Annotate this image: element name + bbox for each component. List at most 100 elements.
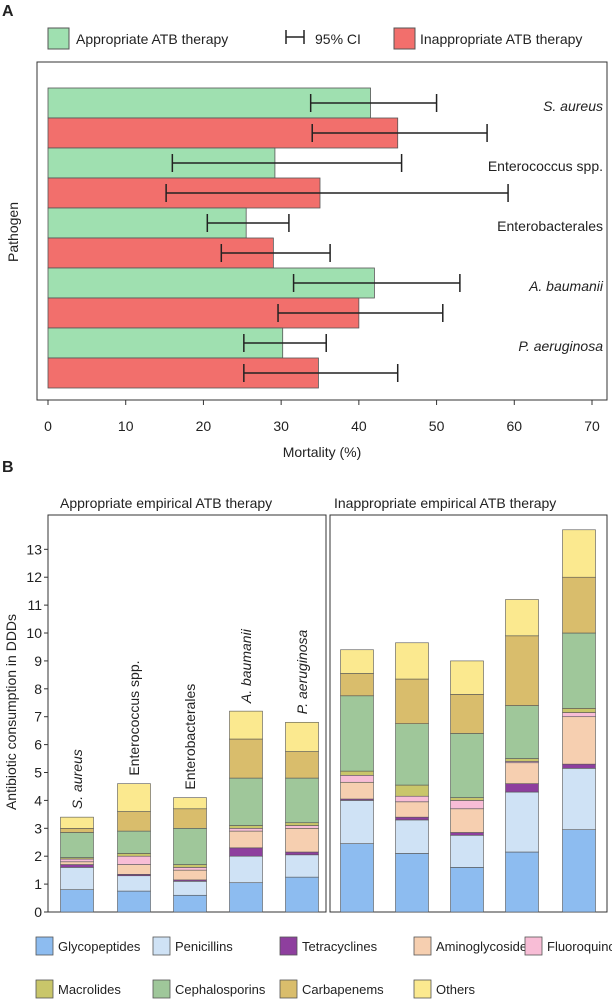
segment-inappropriate-s-aureus-aminoglycoside (340, 781, 374, 800)
bar-label-s-aureus: S. aureus (69, 749, 85, 809)
legend-swatch-carbapenems (279, 979, 298, 999)
legend-label-glycopeptides: Glycopeptides (58, 939, 141, 954)
y-tick-label-12: 12 (26, 569, 42, 585)
segment-inappropriate-p-aeruginosa-macrolides (562, 708, 596, 713)
legend-label-aminoglycoside: Aminoglycoside (436, 939, 527, 954)
y-tick-label-10: 10 (26, 625, 42, 641)
segment-inappropriate-enterococcus-spp-fluoroquinolones (395, 795, 429, 803)
category-label-s-aureus: S. aureus (543, 98, 603, 114)
segment-appropriate-enterococcus-spp-others (117, 783, 151, 812)
segment-inappropriate-enterococcus-spp-cephalosporins (395, 723, 429, 786)
category-label-p-aeruginosa: P. aeruginosa (518, 338, 603, 354)
legend-label-others: Others (436, 982, 476, 997)
legend-b: Glycopeptides Penicillins Tetracyclines Ami… (35, 936, 612, 999)
y-tick-label-8: 8 (34, 681, 42, 697)
segment-appropriate-p-aeruginosa-aminoglycoside (285, 828, 319, 853)
legend-label-penicillins: Penicillins (175, 939, 233, 954)
legend-swatch-inappropriate (393, 27, 416, 50)
segment-inappropriate-s-aureus-glycopeptides (340, 843, 374, 913)
segment-appropriate-enterobacterales-others (173, 797, 207, 810)
segment-appropriate-a-baumanii-tetracyclines (229, 847, 263, 857)
segment-appropriate-p-aeruginosa-cephalosporins (285, 777, 319, 824)
error-bar-inappropriate-p-aeruginosa (243, 364, 399, 382)
y-tick-label-9: 9 (34, 653, 42, 669)
category-label-enterococcus-spp: Enterococcus spp. (488, 158, 603, 174)
panel-label-a: A (2, 3, 14, 20)
segment-appropriate-a-baumanii-others (229, 710, 263, 740)
legend-a: Appropriate ATB therapy 95% CI Inappropr… (47, 27, 582, 50)
segment-appropriate-enterococcus-spp-fluoroquinolones (117, 855, 151, 865)
legend-swatch-others (413, 979, 432, 999)
segment-appropriate-enterococcus-spp-aminoglycoside (117, 864, 151, 875)
segment-inappropriate-enterobacterales-cephalosporins (450, 733, 484, 798)
y-tick-label-0: 0 (34, 904, 42, 920)
segment-appropriate-enterobacterales-fluoroquinolones (173, 867, 207, 871)
segment-appropriate-s-aureus-tetracyclines (60, 864, 94, 868)
segment-inappropriate-s-aureus-fluoroquinolones (340, 774, 374, 783)
legend-swatch-appropriate (47, 27, 70, 50)
segment-inappropriate-s-aureus-penicillins (340, 800, 374, 844)
bar-label-a-baumanii: A. baumanii (238, 628, 254, 704)
segment-inappropriate-s-aureus-macrolides (340, 770, 374, 776)
segment-appropriate-enterococcus-spp-macrolides (117, 853, 151, 857)
segment-appropriate-s-aureus-penicillins (60, 867, 94, 890)
plot-a: 0 10 20 30 40 50 60 70 S. aureus Enterococcus spp… (44, 87, 604, 434)
legend-label-macrolides: Macrolides (58, 982, 121, 997)
y-tick-label-1: 1 (34, 876, 42, 892)
segment-appropriate-enterobacterales-macrolides (173, 864, 207, 868)
legend-label-tetracyclines: Tetracyclines (302, 939, 378, 954)
segment-inappropriate-p-aeruginosa-tetracyclines (562, 763, 596, 769)
segment-appropriate-enterobacterales-glycopeptides (173, 894, 207, 913)
segment-appropriate-s-aureus-others (60, 816, 94, 829)
segment-appropriate-enterococcus-spp-cephalosporins (117, 830, 151, 854)
segment-inappropriate-enterobacterales-glycopeptides (450, 867, 484, 913)
segment-inappropriate-a-baumanii-glycopeptides (505, 851, 539, 913)
x-tick-label-0: 0 (44, 418, 52, 434)
error-bar-appropriate-a-baumanii (292, 274, 461, 292)
segment-appropriate-a-baumanii-fluoroquinolones (229, 828, 263, 832)
segment-appropriate-p-aeruginosa-glycopeptides (285, 876, 319, 913)
segment-inappropriate-enterococcus-spp-penicillins (395, 819, 429, 854)
segment-appropriate-a-baumanii-carbapenems (229, 738, 263, 779)
segment-inappropriate-a-baumanii-macrolides (505, 758, 539, 762)
legend-label-ci: 95% CI (315, 31, 361, 47)
error-bar-inappropriate-enterobacterales (220, 244, 331, 262)
segment-appropriate-p-aeruginosa-macrolides (285, 822, 319, 826)
segment-appropriate-a-baumanii-glycopeptides (229, 882, 263, 913)
error-bar-appropriate-enterococcus-spp (171, 154, 403, 172)
segment-appropriate-s-aureus-fluoroquinolones (60, 858, 94, 863)
legend-label-inappropriate: Inappropriate ATB therapy (420, 31, 582, 47)
bar-label-enterobacterales: Enterobacterales (182, 684, 198, 790)
category-label-enterobacterales: Enterobacterales (497, 218, 603, 234)
segment-inappropriate-a-baumanii-tetracyclines (505, 783, 539, 793)
x-tick-label-40: 40 (351, 418, 367, 434)
segment-inappropriate-enterococcus-spp-carbapenems (395, 678, 429, 724)
segment-appropriate-enterobacterales-penicillins (173, 881, 207, 896)
segment-appropriate-s-aureus-carbapenems (60, 828, 94, 833)
y-axis-label-b: Antibiotic consumption in DDDs (3, 614, 19, 810)
x-axis-label-a: Mortality (%) (283, 444, 362, 460)
y-tick-label-7: 7 (34, 709, 42, 725)
ci-legend-icon (285, 30, 305, 44)
legend-swatch-penicillins (152, 936, 171, 956)
panel-title-appropriate: Appropriate empirical ATB therapy (60, 495, 272, 511)
panel-title-inappropriate: Inappropriate empirical ATB therapy (334, 495, 556, 511)
segment-inappropriate-p-aeruginosa-fluoroquinolones (562, 712, 596, 718)
x-tick-label-10: 10 (118, 418, 134, 434)
error-bar-appropriate-s-aureus (309, 94, 438, 112)
segment-inappropriate-enterococcus-spp-others (395, 642, 429, 680)
segment-appropriate-enterobacterales-aminoglycoside (173, 869, 207, 881)
legend-label-appropriate: Appropriate ATB therapy (76, 31, 228, 47)
legend-swatch-tetracyclines (279, 936, 298, 956)
x-tick-label-50: 50 (429, 418, 445, 434)
x-tick-label-60: 60 (506, 418, 522, 434)
segment-inappropriate-p-aeruginosa-cephalosporins (562, 632, 596, 709)
segment-inappropriate-a-baumanii-carbapenems (505, 635, 539, 706)
segment-inappropriate-enterobacterales-macrolides (450, 797, 484, 801)
y-tick-label-13: 13 (26, 541, 42, 557)
y-tick-label-3: 3 (34, 820, 42, 836)
segment-appropriate-a-baumanii-penicillins (229, 855, 263, 884)
error-bar-appropriate-enterobacterales (206, 214, 290, 232)
